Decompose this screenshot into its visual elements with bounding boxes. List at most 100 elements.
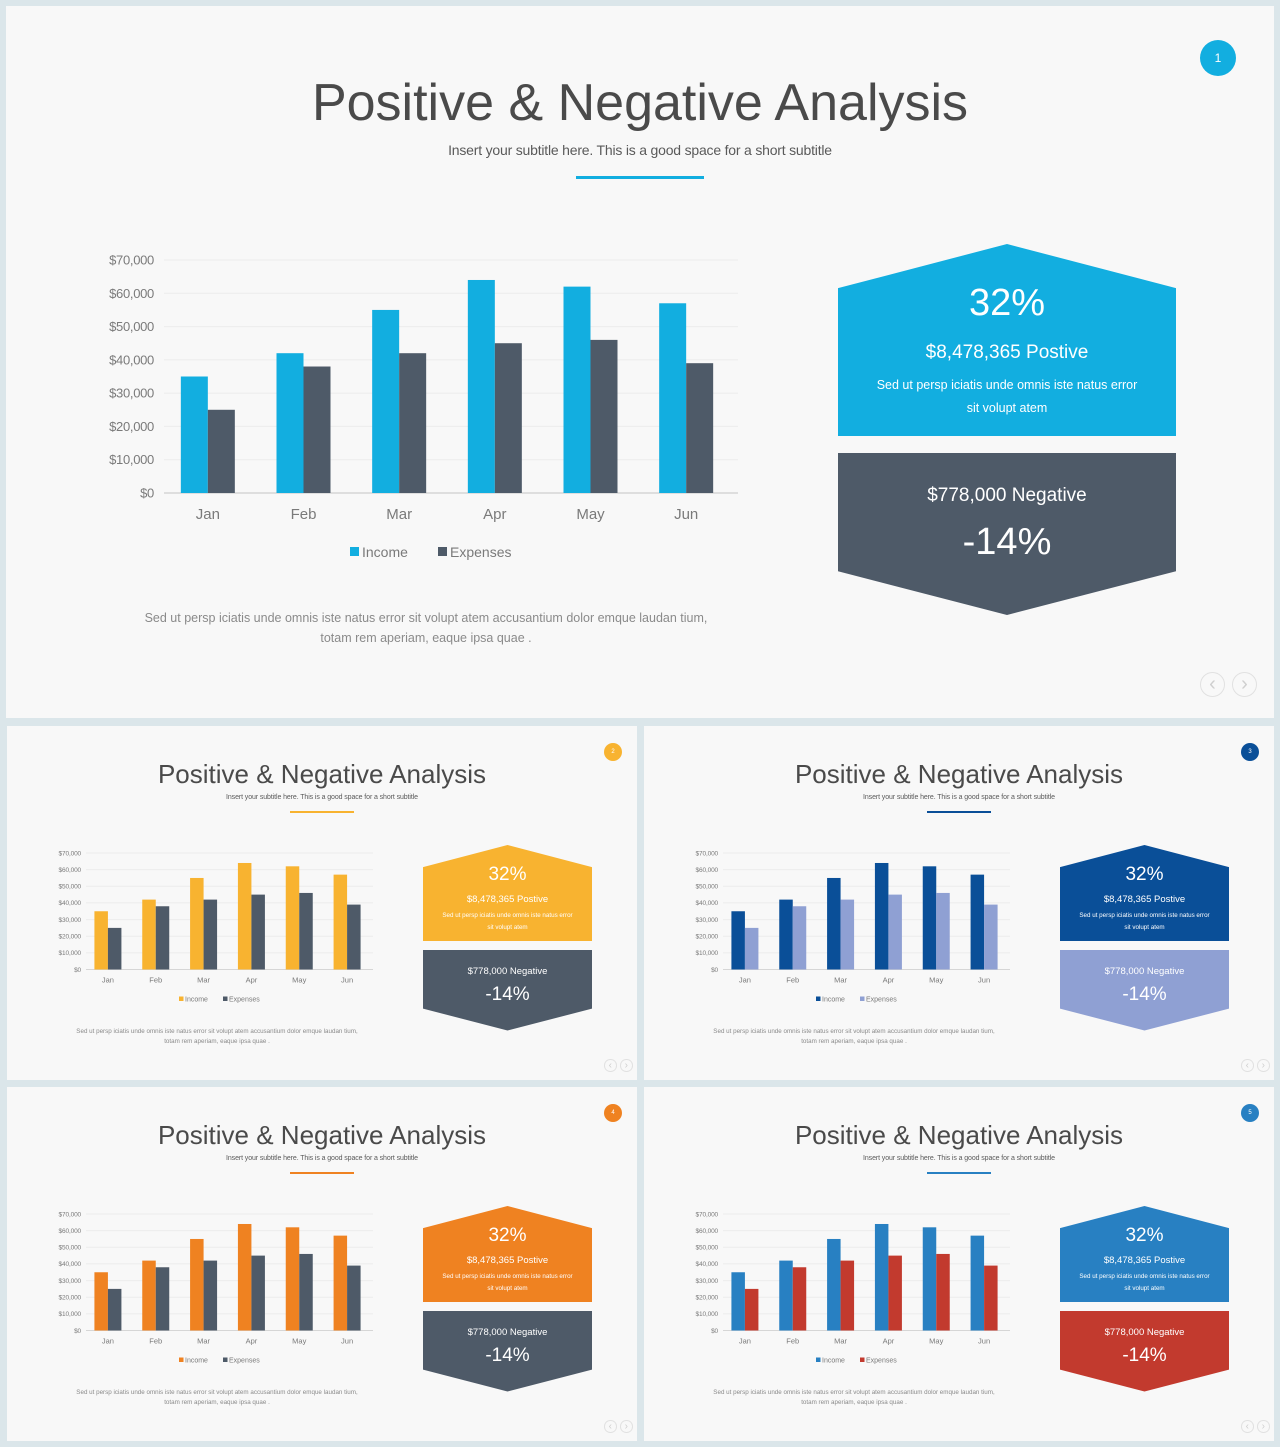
prev-slide-button[interactable]: ‹ [604,1059,617,1072]
bar-income-apr [874,862,889,970]
y-tick-label: $30,000 [59,917,82,924]
next-slide-button[interactable]: › [620,1420,633,1433]
bar-chart: $0 $10,000 $20,000 $30,000 $40,000 $50,000 $60… [109,253,738,560]
legend-swatch [350,547,359,556]
page-number-badge: 3 [1241,743,1259,761]
y-tick-label: $0 [711,1328,718,1335]
bar-income-mar [827,1238,841,1331]
y-tick-label: $60,000 [59,867,82,874]
y-tick-label: $30,000 [109,386,154,401]
title-underline [290,1172,354,1174]
bar-income-jan [94,1272,108,1331]
page-title: Positive & Negative Analysis [311,74,969,132]
legend-label: Income [185,1358,208,1365]
prev-slide-button[interactable]: ‹ [604,1420,617,1433]
legend-label: Income [185,997,208,1004]
title-underline [927,1172,991,1174]
bar-expenses-jun [686,363,714,493]
positive-percent: 32% [1125,864,1164,885]
bar-income-feb [142,899,156,970]
next-slide-button[interactable]: › [620,1059,633,1072]
x-tick-label: Apr [883,976,895,985]
bar-expenses-mar [840,1260,855,1331]
y-tick-label: $40,000 [696,1261,719,1268]
y-tick-label: $60,000 [696,1228,719,1235]
positive-text: Sed ut persp iciatis unde omnis iste nat… [442,912,573,919]
title-underline [576,176,704,179]
positive-text: Sed ut persp iciatis unde omnis iste nat… [876,378,1138,392]
x-tick-label: Mar [386,506,412,523]
legend-label: Income [822,1358,845,1365]
negative-amount: $778,000 Negative [467,965,548,977]
bar-income-jun [333,1235,348,1331]
positive-amount: $8,478,365 Postive [1103,1255,1186,1266]
bar-expenses-feb [303,366,331,493]
bar-chart: $0 $10,000 $20,000 $30,000 $40,000 $50,000 $60… [59,850,373,1004]
body-text: Sed ut persp iciatis unde omnis iste nat… [57,1388,377,1408]
bar-expenses-mar [203,899,218,970]
positive-text: sit volupt atem [1124,1284,1165,1292]
x-tick-label: Jun [674,506,698,523]
body-text: Sed ut persp iciatis unde omnis iste nat… [106,608,746,648]
legend-swatch [438,547,447,556]
x-tick-label: Jan [102,1337,114,1346]
bar-expenses-feb [155,1267,170,1331]
page-number-badge: 5 [1241,1104,1259,1122]
positive-percent: 32% [488,1225,527,1246]
legend-swatch [179,1357,184,1362]
y-tick-label: $50,000 [696,884,719,891]
page-subtitle: Insert your subtitle here. This is a goo… [448,142,832,158]
bar-income-mar [190,877,204,970]
bar-expenses-may [299,892,313,970]
negative-amount: $778,000 Negative [1104,1326,1185,1338]
next-slide-button[interactable]: › [1232,672,1257,697]
positive-box: 32% $8,478,365 Postive Sed ut persp iciati… [423,1206,592,1302]
bar-expenses-mar [203,1260,218,1331]
prev-slide-button[interactable]: ‹ [1241,1059,1254,1072]
y-tick-label: $70,000 [59,850,82,857]
bar-income-jun [659,303,687,493]
legend-label: Expenses [450,544,511,560]
next-slide-button[interactable]: › [1257,1059,1270,1072]
legend-swatch [816,1357,821,1362]
y-tick-label: $0 [711,967,718,974]
bar-income-apr [874,1223,889,1331]
y-tick-label: $40,000 [59,1261,82,1268]
bar-expenses-may [590,339,618,493]
x-tick-label: Jan [102,976,114,985]
bar-income-jan [731,1272,745,1331]
bar-expenses-may [936,892,950,970]
bar-income-feb [276,353,304,493]
body-text-line: totam rem aperiam, eaque ipsa quae . [801,1399,907,1406]
y-tick-label: $40,000 [109,352,154,367]
body-text-line: Sed ut persp iciatis unde omnis iste nat… [713,1389,995,1396]
y-tick-label: $70,000 [109,253,154,268]
y-tick-label: $10,000 [696,1311,719,1318]
prev-slide-button[interactable]: ‹ [1200,672,1225,697]
bar-income-may [922,866,937,970]
x-tick-label: May [576,506,605,523]
y-tick-label: $50,000 [696,1245,719,1252]
positive-text: sit volupt atem [966,401,1048,415]
bar-chart: $0 $10,000 $20,000 $30,000 $40,000 $50,000 $60… [59,1211,373,1365]
bar-chart: $0 $10,000 $20,000 $30,000 $40,000 $50,000 $60… [696,850,1010,1004]
x-tick-label: Mar [834,976,847,985]
title-underline [290,811,354,813]
y-tick-label: $70,000 [696,1211,719,1218]
positive-text: sit volupt atem [487,1284,528,1292]
legend-label: Expenses [229,997,260,1004]
y-tick-label: $20,000 [59,933,82,940]
bar-expenses-feb [792,906,807,970]
next-slide-button[interactable]: › [1257,1420,1270,1433]
x-tick-label: Apr [883,1337,895,1346]
y-tick-label: $70,000 [696,850,719,857]
page-subtitle: Insert your subtitle here. This is a goo… [226,794,418,801]
bar-income-may [563,286,591,493]
y-tick-label: $50,000 [59,1245,82,1252]
y-tick-label: $40,000 [696,900,719,907]
prev-slide-button[interactable]: ‹ [1241,1420,1254,1433]
bar-expenses-apr [494,343,522,493]
y-tick-label: $70,000 [59,1211,82,1218]
negative-amount: $778,000 Negative [467,1326,548,1338]
positive-box: 32% $8,478,365 Postive Sed ut persp iciati… [1060,845,1229,941]
